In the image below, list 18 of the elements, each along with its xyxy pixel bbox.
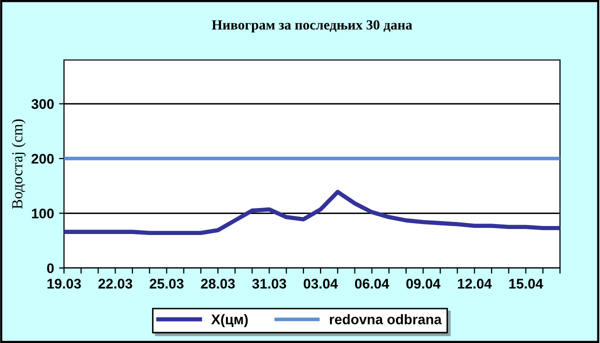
- x-tick-label: 25.03: [150, 278, 184, 289]
- x-tick-label: 12.04: [458, 278, 492, 289]
- x-tick-label: 28.03: [201, 278, 235, 289]
- y-axis-title: Водостај (cm): [12, 119, 26, 209]
- x-tick-label: 22.03: [98, 278, 132, 289]
- x-tick-label: 09.04: [406, 278, 440, 289]
- y-tick-label: 100: [32, 208, 54, 218]
- x-tick-label: 15.04: [509, 278, 544, 289]
- x-tick-label: 31.03: [252, 278, 286, 289]
- chart-title: Нивограм за последњих 30 дана: [212, 20, 412, 32]
- y-tick-label: 0: [47, 263, 54, 274]
- legend-label: redovna odbrana: [330, 314, 442, 324]
- x-tick-label: 19.03: [48, 278, 81, 289]
- legend-label: X(цм): [211, 314, 248, 328]
- y-tick-label: 200: [32, 154, 54, 164]
- x-tick-label: 03.04: [304, 278, 338, 289]
- x-tick-label: 06.04: [355, 278, 390, 289]
- y-tick-label: 300: [31, 99, 54, 109]
